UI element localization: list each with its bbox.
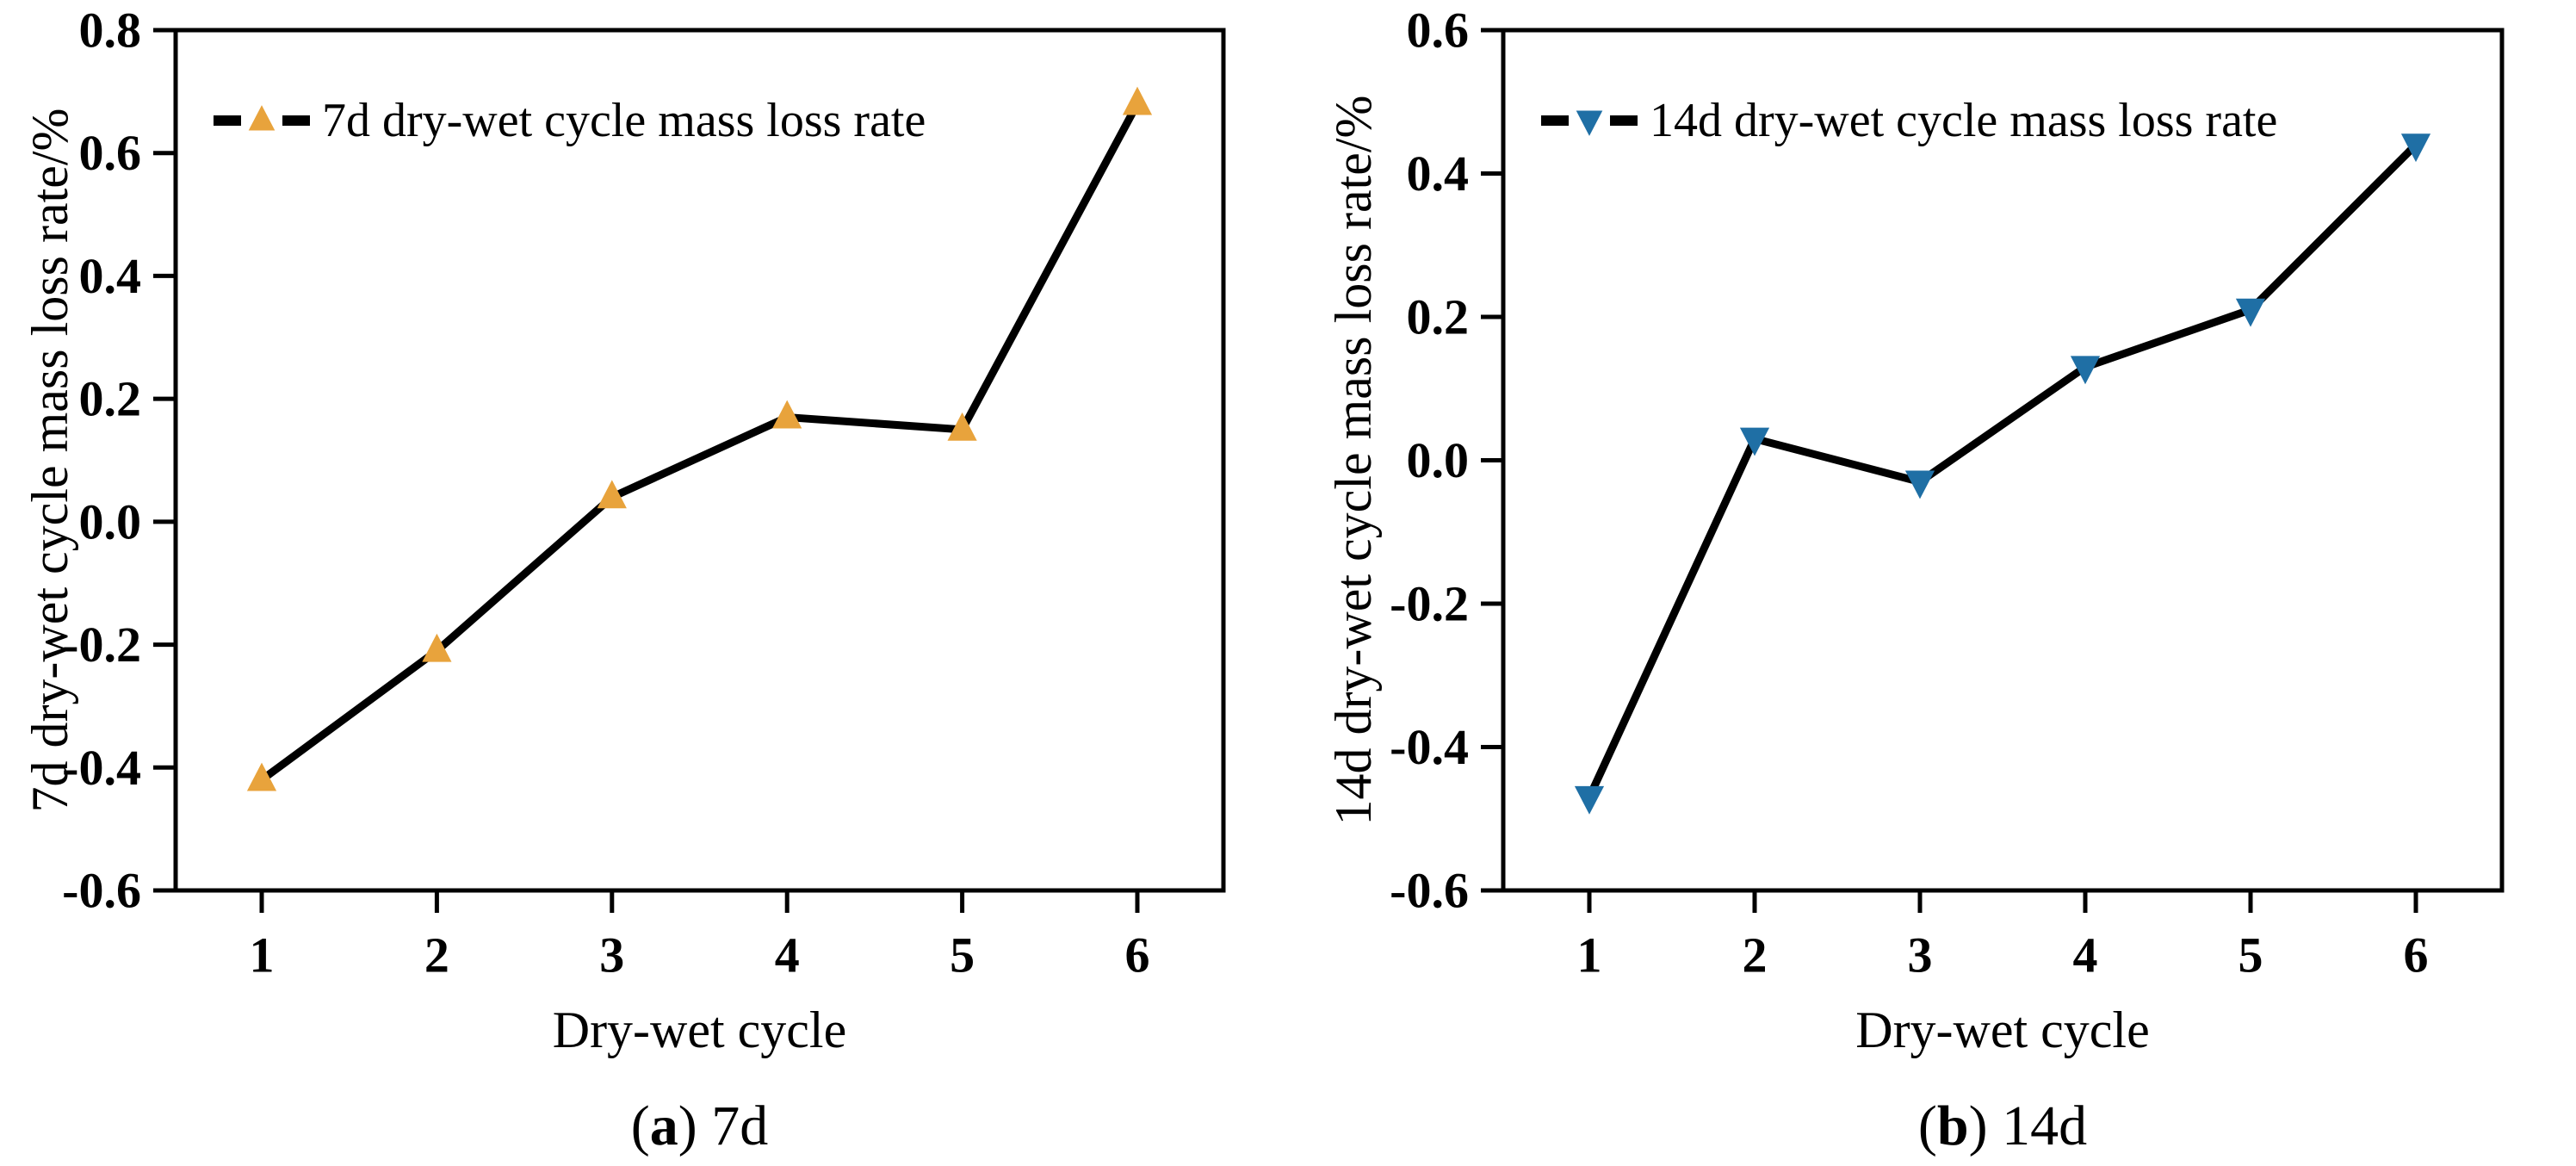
data-point-marker xyxy=(1904,470,1935,499)
y-axis-label: 7d dry-wet cycle mass loss rate/% xyxy=(22,108,78,812)
y-tick-label: -0.4 xyxy=(1390,719,1469,775)
data-point-marker xyxy=(1739,427,1770,456)
legend-marker xyxy=(248,105,276,131)
y-tick-label: 0.2 xyxy=(1407,289,1470,345)
y-tick-label: -0.2 xyxy=(1390,576,1469,632)
legend-label: 7d dry-wet cycle mass loss rate xyxy=(322,94,926,147)
plot-border xyxy=(1501,28,2505,893)
legend-marker xyxy=(1576,110,1603,136)
data-point-marker xyxy=(597,480,627,509)
y-tick-label: 0.4 xyxy=(1407,146,1470,202)
y-tick-label: 0.2 xyxy=(79,371,142,427)
caption-suffix: ) 14d xyxy=(1968,1095,2088,1157)
y-tick-label: -0.4 xyxy=(62,740,141,796)
x-tick-label: 4 xyxy=(2073,927,2098,983)
caption-paren-open: ( xyxy=(630,1095,650,1157)
plot-svg-14d: 0.6 0.4 0.2 0.0 -0.2 -0.4 -0.6 1 2 3 4 5 6 14d dry-we… xyxy=(1325,3,2505,983)
data-point-marker xyxy=(246,762,277,791)
x-tick-label: 5 xyxy=(2239,927,2263,983)
legend-label: 14d dry-wet cycle mass loss rate xyxy=(1650,94,2277,147)
caption-b: (b) 14d xyxy=(1503,1092,2502,1161)
y-tick-label: -0.2 xyxy=(62,617,141,673)
x-tick-label: 4 xyxy=(775,927,800,983)
caption-paren-open: ( xyxy=(1917,1095,1937,1157)
data-point-marker xyxy=(1122,86,1153,115)
x-tick-label: 6 xyxy=(1125,927,1150,983)
caption-letter: b xyxy=(1936,1095,1969,1157)
x-tick-label: 3 xyxy=(1908,927,1933,983)
x-tick-label: 2 xyxy=(1743,927,1768,983)
y-tick-label: 0.6 xyxy=(1407,3,1470,59)
plot-svg-7d: 0.8 0.6 0.4 0.2 0.0 -0.2 -0.4 -0.6 1 2 3 4 5 6 7d dry-… xyxy=(22,3,1226,983)
data-point-marker xyxy=(947,412,977,441)
y-tick-label: 0.6 xyxy=(79,125,142,181)
data-point-marker xyxy=(2070,356,2101,385)
y-tick-label: 0.0 xyxy=(79,493,142,549)
series-line xyxy=(259,102,1141,784)
data-point-marker xyxy=(2400,133,2431,163)
y-tick-label: 0.8 xyxy=(79,3,142,59)
y-tick-label: 0.4 xyxy=(79,248,142,304)
x-tick-label: 6 xyxy=(2404,927,2429,983)
x-tick-label: 2 xyxy=(424,927,449,983)
figure-panel-b: 0.6 0.4 0.2 0.0 -0.2 -0.4 -0.6 1 2 3 4 5 6 14d dry-we… xyxy=(1288,0,2576,1166)
data-point-marker xyxy=(772,400,802,429)
x-tick-label: 1 xyxy=(1577,927,1602,983)
x-axis-label: Dry-wet cycle xyxy=(1855,1002,2150,1058)
y-axis-label: 14d dry-wet cycle mass loss rate/% xyxy=(1325,95,1382,825)
x-tick-label: 5 xyxy=(950,927,975,983)
data-point-marker xyxy=(2235,298,2266,327)
y-tick-label: -0.6 xyxy=(1390,863,1469,919)
x-axis-label: Dry-wet cycle xyxy=(552,1002,847,1058)
data-point-marker xyxy=(422,633,452,662)
y-tick-label: -0.6 xyxy=(62,863,141,919)
data-point-marker xyxy=(1574,785,1605,815)
caption-a: (a) 7d xyxy=(176,1092,1223,1161)
series-line xyxy=(1585,142,2419,799)
caption-suffix: ) 7d xyxy=(678,1095,769,1157)
x-tick-label: 1 xyxy=(250,927,275,983)
y-tick-label: 0.0 xyxy=(1407,432,1470,488)
plot-border xyxy=(173,28,1226,893)
figure-panel-a: 0.8 0.6 0.4 0.2 0.0 -0.2 -0.4 -0.6 1 2 3 4 5 6 7d dry-… xyxy=(22,3,1226,1161)
x-tick-label: 3 xyxy=(599,927,624,983)
caption-letter: a xyxy=(649,1095,678,1157)
